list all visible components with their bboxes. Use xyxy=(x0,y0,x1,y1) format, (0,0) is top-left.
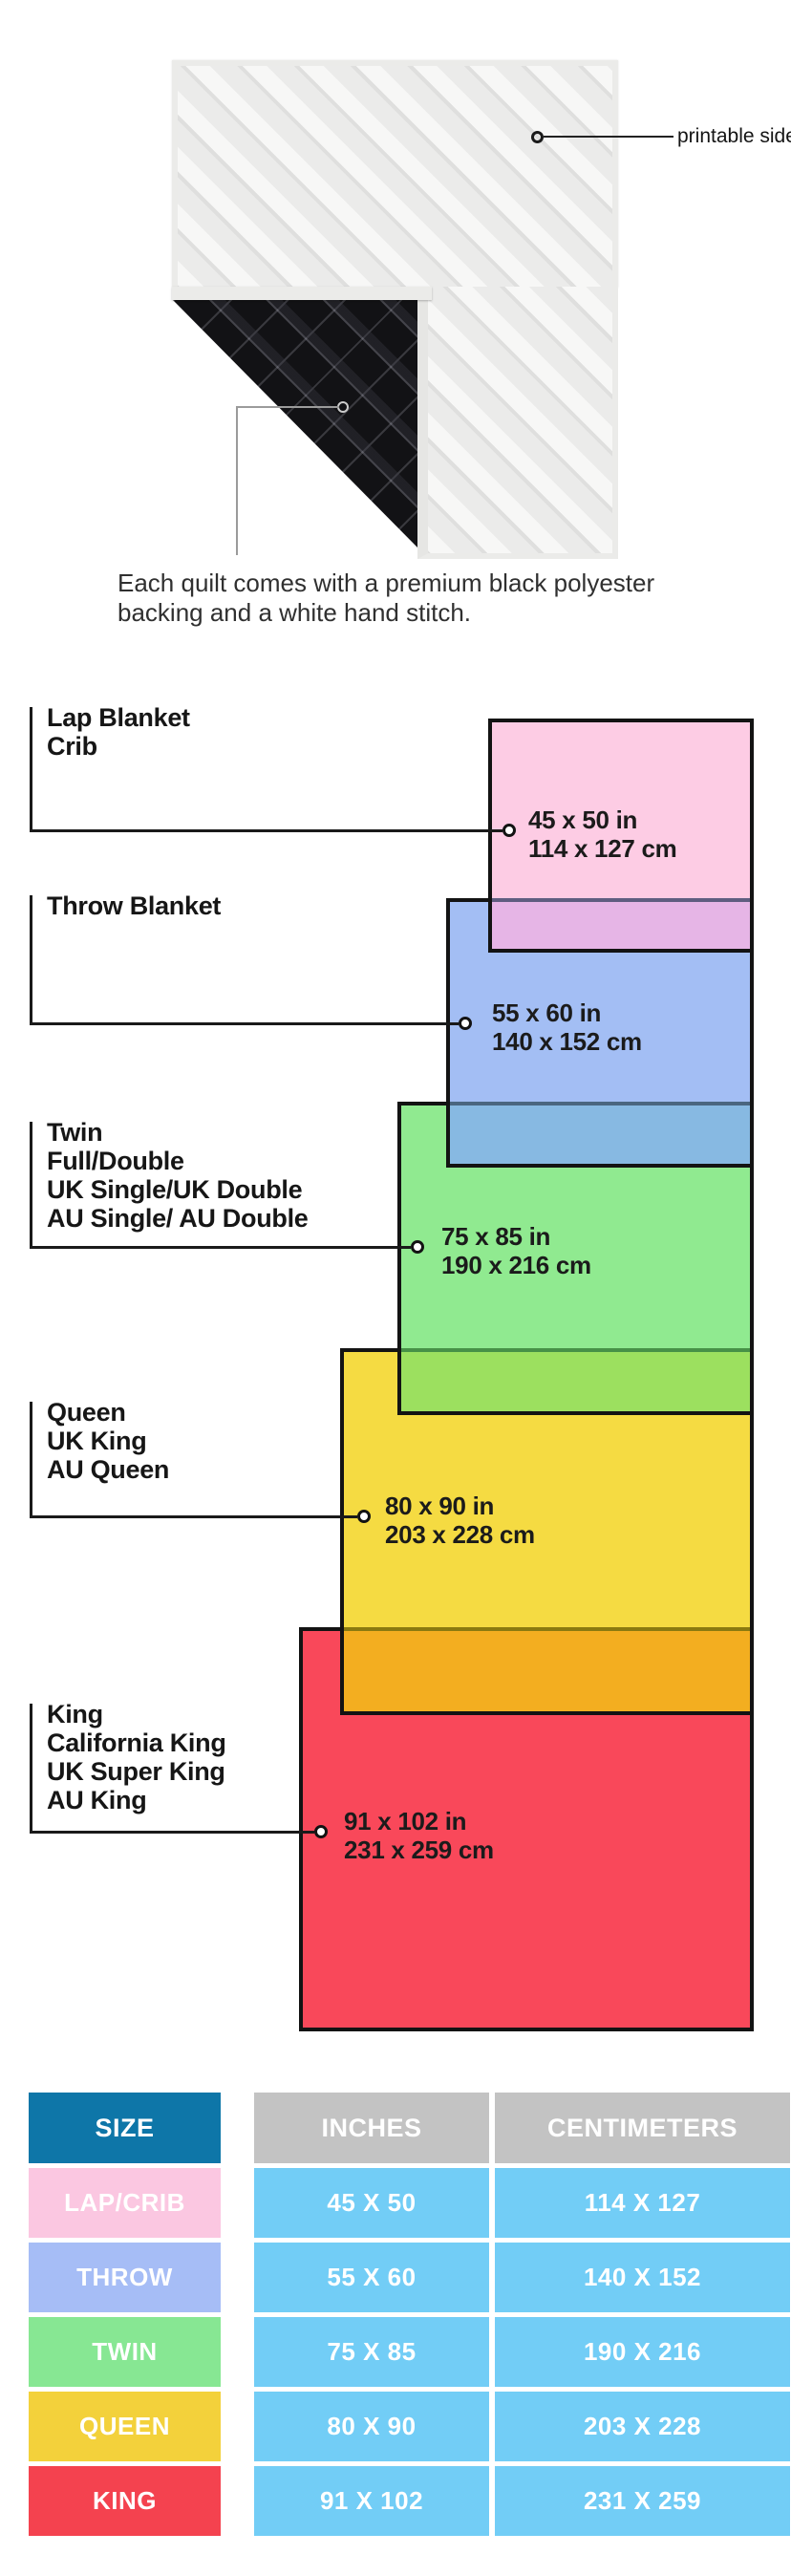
size-rect-lap xyxy=(488,719,754,953)
leader-line-twin xyxy=(30,1246,411,1249)
label-king: King California King UK Super King AU Ki… xyxy=(47,1700,226,1814)
leader-dot-throw xyxy=(459,1017,472,1030)
row-inches: 80 X 90 xyxy=(254,2392,489,2461)
quilt-front-top xyxy=(172,60,618,288)
row-label-throw: THROW xyxy=(29,2243,221,2312)
leader-line-king xyxy=(30,1831,314,1834)
row-centimeters: 203 X 228 xyxy=(495,2392,790,2461)
header-cell-centimeters: CENTIMETERS xyxy=(495,2093,790,2163)
backing-line-horizontal xyxy=(237,406,339,408)
row-inches: 45 X 50 xyxy=(254,2168,489,2238)
row-inches: 55 X 60 xyxy=(254,2243,489,2312)
label-twin: Twin Full/Double UK Single/UK Double AU … xyxy=(47,1118,309,1233)
quilt-front-right xyxy=(417,287,618,559)
row-inches: 91 X 102 xyxy=(254,2466,489,2536)
leader-tick-throw xyxy=(30,895,32,1023)
leader-dot-king xyxy=(314,1825,328,1838)
leader-line-throw xyxy=(30,1022,459,1025)
leader-tick-king xyxy=(30,1704,32,1832)
overlap-strip-throw xyxy=(450,1102,750,1164)
backing-line-vertical xyxy=(236,406,238,555)
leader-dot-queen xyxy=(357,1510,371,1523)
size-text-throw: 55 x 60 in 140 x 152 cm xyxy=(492,998,642,1056)
printable-side-line xyxy=(544,136,673,138)
leader-tick-lap xyxy=(30,707,32,830)
row-centimeters: 190 X 216 xyxy=(495,2317,790,2387)
row-label-king: KING xyxy=(29,2466,221,2536)
printable-side-label: printable side xyxy=(677,125,791,147)
row-inches: 75 X 85 xyxy=(254,2317,489,2387)
size-text-lap: 45 x 50 in 114 x 127 cm xyxy=(528,805,677,863)
quilt-caption: Each quilt comes with a premium black po… xyxy=(118,569,655,627)
size-text-twin: 75 x 85 in 190 x 216 cm xyxy=(441,1222,591,1279)
size-table: SIZE INCHES CENTIMETERS LAP/CRIB 45 X 50 114 … xyxy=(29,2093,790,2536)
header-cell-size: SIZE xyxy=(29,2093,221,2163)
label-lap: Lap Blanket Crib xyxy=(47,703,190,761)
overlap-strip-twin xyxy=(401,1348,750,1411)
row-label-twin: TWIN xyxy=(29,2317,221,2387)
overlap-strip-lap xyxy=(492,898,750,949)
printable-side-dot xyxy=(531,131,544,143)
row-label-lap-crib: LAP/CRIB xyxy=(29,2168,221,2238)
label-throw: Throw Blanket xyxy=(47,891,222,920)
quilt-binding-strip xyxy=(172,287,432,300)
leader-dot-lap xyxy=(502,824,516,837)
leader-dot-twin xyxy=(411,1240,424,1254)
leader-line-lap xyxy=(30,829,502,832)
row-centimeters: 114 X 127 xyxy=(495,2168,790,2238)
row-centimeters: 140 X 152 xyxy=(495,2243,790,2312)
leader-tick-queen xyxy=(30,1402,32,1516)
size-text-king: 91 x 102 in 231 x 259 cm xyxy=(344,1807,494,1864)
overlap-strip-queen xyxy=(344,1627,750,1711)
row-label-queen: QUEEN xyxy=(29,2392,221,2461)
row-centimeters: 231 X 259 xyxy=(495,2466,790,2536)
leader-line-queen xyxy=(30,1515,357,1518)
label-queen: Queen UK King AU Queen xyxy=(47,1398,170,1484)
header-cell-inches: INCHES xyxy=(254,2093,489,2163)
leader-tick-twin xyxy=(30,1122,32,1247)
size-text-queen: 80 x 90 in 203 x 228 cm xyxy=(385,1492,535,1549)
